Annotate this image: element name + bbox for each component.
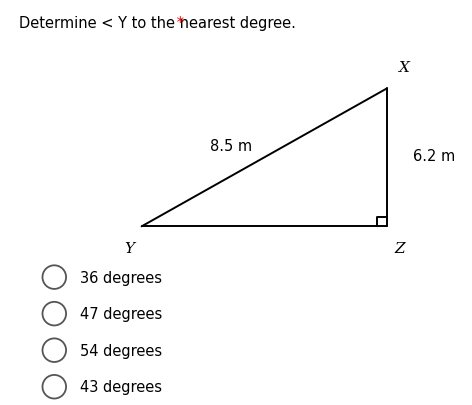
Text: Z: Z (394, 241, 405, 255)
Text: Determine < Y to the nearest degree.: Determine < Y to the nearest degree. (19, 16, 296, 31)
Text: 54 degrees: 54 degrees (80, 343, 162, 358)
Text: 43 degrees: 43 degrees (80, 379, 162, 394)
Text: 47 degrees: 47 degrees (80, 307, 162, 321)
Text: 8.5 m: 8.5 m (211, 139, 253, 154)
Text: 36 degrees: 36 degrees (80, 270, 162, 285)
Text: X: X (399, 61, 410, 75)
Text: *: * (172, 16, 184, 31)
Text: Y: Y (125, 241, 135, 255)
Text: 6.2 m: 6.2 m (413, 149, 455, 163)
